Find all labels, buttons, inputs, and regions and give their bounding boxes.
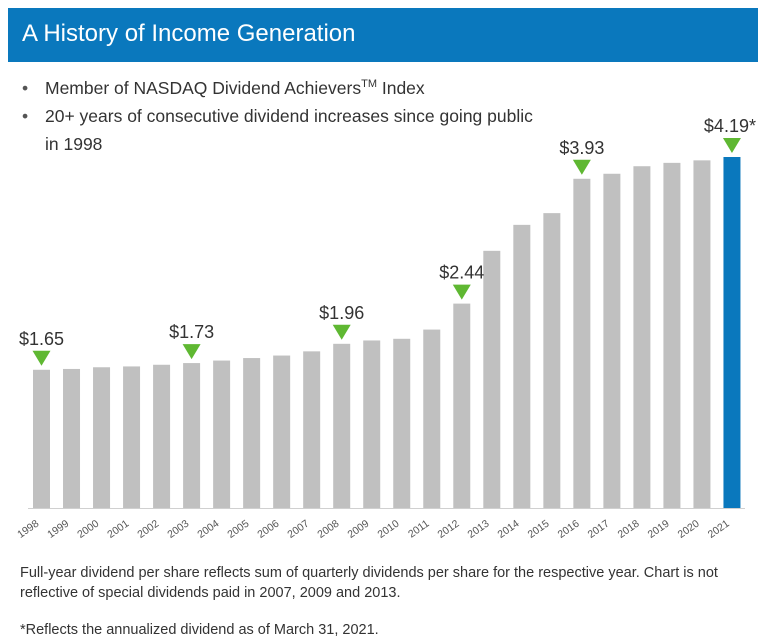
bar-2017 [603,173,621,508]
bar-2008 [333,343,351,508]
data-label: $1.65 [19,329,64,349]
bar-2000 [93,367,111,508]
bar-2001 [123,366,141,508]
bullet-list: Member of NASDAQ Dividend AchieversTM In… [20,74,540,158]
footnote-main: Full-year dividend per share reflects su… [20,565,718,601]
x-tick-label: 2005 [225,518,251,541]
bar-2013 [483,250,501,508]
bar-2003 [183,363,201,508]
x-tick-label: 2011 [406,518,432,541]
x-tick-label: 2008 [315,518,341,541]
bar-2004 [213,360,231,508]
x-tick-label: 2004 [195,518,221,541]
bullet-text: Member of NASDAQ Dividend Achievers [45,78,362,98]
bar-1999 [63,368,81,508]
bar-2019 [663,162,681,509]
x-tick-label: 2020 [676,518,702,541]
marker-triangle-icon [182,344,201,360]
x-tick-label: 2002 [135,518,161,541]
page-title: A History of Income Generation [22,20,356,47]
bar-2005 [243,358,261,508]
x-tick-label: 2021 [706,518,732,541]
data-label: $3.93 [559,138,604,158]
x-tick-label: 2012 [435,518,461,541]
bar-2016 [573,178,591,508]
bar-2006 [273,355,291,508]
footnote-asterisk: *Reflects the annualized dividend as of … [20,622,379,638]
bullet-text-after: Index [376,78,425,98]
bar-1998 [33,369,50,508]
bar-2002 [153,364,171,508]
data-label: $2.44 [439,263,484,283]
x-tick-label: 2000 [75,518,101,541]
bar-2009 [363,340,381,508]
bullet-text: 20+ years of consecutive dividend increa… [45,106,533,154]
trademark-sup: TM [361,78,377,91]
dividend-bar-chart: 1998 1999 2000 2001 2002 2003 2004 2005 2006 2007… [15,116,756,541]
x-tick-label: 2001 [105,518,131,541]
bar-2011 [423,329,441,508]
bar-2010 [393,338,411,508]
x-tick-label: 2017 [586,518,612,541]
bullet-item-increases: 20+ years of consecutive dividend increa… [20,102,540,158]
x-tick-label: 2016 [556,518,582,541]
bar-2012 [453,303,471,508]
x-tick-label: 2003 [165,518,191,541]
marker-triangle-icon [572,159,591,175]
x-tick-label: 2006 [255,518,281,541]
x-tick-label: 2018 [616,518,642,541]
x-tick-label: 2009 [345,518,371,541]
header-bar: A History of Income Generation [8,8,758,62]
bar-2015 [543,213,561,508]
bar-2020 [693,160,711,508]
data-label: $4.19* [704,116,756,136]
data-label: $1.96 [319,303,364,323]
bar-2007 [303,351,321,508]
bar-2021 [723,157,741,508]
bar-2018 [633,166,651,509]
bar-2014 [513,224,531,508]
bullet-item-membership: Member of NASDAQ Dividend AchieversTM In… [20,74,540,102]
x-tick-label: 2013 [466,518,492,541]
x-tick-label: 2014 [496,518,522,541]
x-tick-label: 2019 [646,518,672,541]
x-tick-label: 1999 [45,518,71,541]
marker-triangle-icon [452,284,471,300]
x-tick-label: 1998 [15,518,41,541]
x-tick-label: 2010 [375,518,401,541]
x-tick-label: 2007 [285,518,311,541]
marker-triangle-icon [722,138,741,153]
marker-triangle-icon [32,350,51,366]
data-label: $1.73 [169,322,214,342]
marker-triangle-icon [332,324,351,340]
x-tick-label: 2015 [526,518,552,541]
